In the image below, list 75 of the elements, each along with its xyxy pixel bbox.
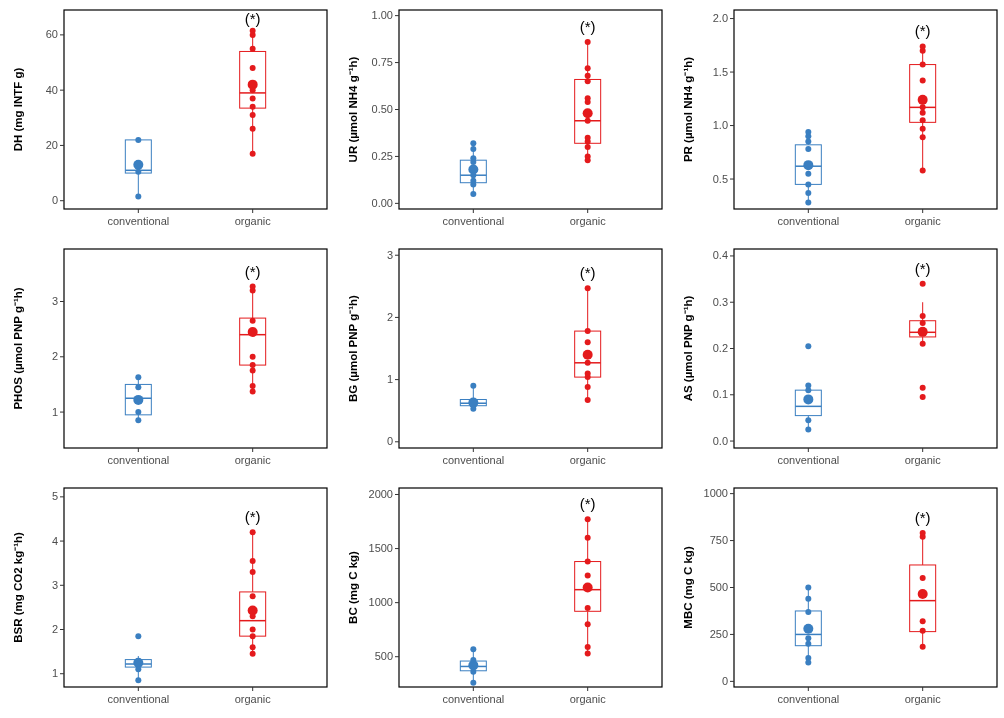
y-tick-label: 0.2 (712, 342, 728, 355)
y-tick-label: 2.0 (712, 12, 728, 25)
y-tick-label: 250 (709, 627, 728, 640)
y-axis-title: PR (µmol NH4 g⁻¹h) (682, 56, 694, 163)
x-tick-label: organic (904, 215, 942, 227)
x-tick-label: organic (234, 215, 272, 227)
x-tick-label: organic (234, 454, 272, 466)
y-tick-label: 5 (51, 490, 58, 503)
y-tick-label: 0 (721, 674, 728, 687)
y-tick-label: 1.00 (371, 9, 393, 22)
y-tick-label: 2 (51, 350, 58, 363)
y-tick-label: 3 (51, 295, 58, 308)
y-tick-label: 0.50 (371, 103, 393, 116)
y-axis-title: BG (µmol PNP g⁻¹h) (347, 294, 359, 402)
annotation: (*) (579, 17, 596, 35)
y-tick-label: 0 (386, 435, 393, 448)
x-tick-label: conventional (777, 693, 840, 705)
x-tick-label: conventional (777, 454, 840, 466)
y-tick-label: 1.0 (712, 119, 728, 132)
y-tick-label: 500 (709, 581, 728, 594)
y-tick-label: 0.1 (712, 388, 728, 401)
y-tick-label: 0.5 (712, 172, 728, 185)
y-axis-title: PHOS (µmol PNP g⁻¹h) (12, 287, 24, 410)
annotation: (*) (244, 9, 261, 27)
y-tick-label: 0.75 (371, 56, 393, 69)
y-tick-label: 1 (51, 405, 58, 418)
y-tick-label: 1000 (703, 487, 728, 500)
y-tick-label: 1 (51, 667, 58, 680)
y-tick-label: 750 (709, 534, 728, 547)
y-tick-label: 40 (45, 83, 58, 96)
y-tick-label: 1500 (368, 542, 393, 555)
y-tick-label: 2 (386, 310, 393, 323)
x-tick-label: organic (904, 454, 942, 466)
y-tick-label: 4 (51, 534, 58, 547)
annotation: (*) (914, 259, 931, 277)
x-tick-label: organic (569, 215, 607, 227)
y-axis-title: AS (µmol PNP g⁻¹h) (682, 295, 694, 402)
annotation: (*) (579, 264, 596, 282)
y-tick-label: 3 (386, 248, 393, 261)
y-tick-label: 60 (45, 28, 58, 41)
y-tick-label: 3 (51, 578, 58, 591)
y-tick-label: 1.5 (712, 65, 728, 78)
x-tick-label: conventional (107, 215, 170, 227)
x-tick-label: organic (569, 454, 607, 466)
y-tick-label: 1000 (368, 596, 393, 609)
y-tick-label: 20 (45, 138, 58, 151)
y-tick-label: 0.0 (712, 434, 728, 447)
x-tick-label: conventional (442, 693, 505, 705)
annotation: (*) (244, 508, 261, 526)
y-tick-label: 0 (51, 194, 58, 207)
y-tick-label: 0.00 (371, 196, 393, 209)
y-axis-title: UR (µmol NH4 g⁻¹h) (347, 56, 359, 163)
y-tick-label: 500 (374, 650, 393, 663)
y-axis-title: MBC (mg C kg) (682, 546, 694, 629)
x-tick-label: conventional (442, 215, 505, 227)
x-tick-label: organic (569, 693, 607, 705)
y-tick-label: 1 (386, 373, 393, 386)
y-axis-title: DH (mg INTF g) (12, 67, 24, 152)
y-tick-label: 0.4 (712, 249, 728, 262)
y-tick-label: 2 (51, 623, 58, 636)
y-axis-title: BSR (mg CO2 kg⁻¹h) (12, 531, 24, 643)
y-tick-label: 2000 (368, 488, 393, 501)
x-tick-label: conventional (777, 215, 840, 227)
y-axis-title: BC (mg C kg) (347, 550, 359, 624)
annotation: (*) (244, 262, 261, 280)
x-tick-label: conventional (107, 693, 170, 705)
x-tick-label: organic (904, 693, 942, 705)
y-tick-label: 0.25 (371, 149, 393, 162)
annotation: (*) (579, 495, 596, 513)
y-tick-label: 0.3 (712, 295, 728, 308)
annotation: (*) (914, 22, 931, 40)
x-tick-label: conventional (107, 454, 170, 466)
x-tick-label: conventional (442, 454, 505, 466)
x-tick-label: organic (234, 693, 272, 705)
annotation: (*) (914, 509, 931, 527)
